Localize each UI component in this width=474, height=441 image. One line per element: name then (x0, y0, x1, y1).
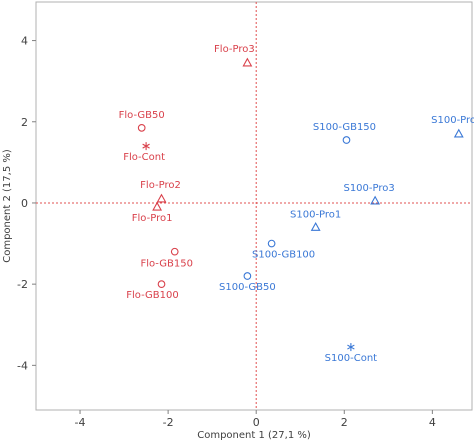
point-flo-gb100 (157, 280, 166, 288)
x-tick-label: 2 (341, 416, 348, 429)
y-tick-label: 4 (21, 35, 28, 48)
x-tick-label: -2 (163, 416, 174, 429)
point-s100-pro2 (453, 128, 464, 138)
y-tick-label: -2 (17, 278, 28, 291)
point-s100-pro1 (310, 221, 321, 231)
axis-ticks: -4 -2 0 2 4 -4 -2 0 2 4 (17, 35, 436, 429)
x-tick-label: -4 (75, 416, 86, 429)
point-flo-pro3 (242, 57, 253, 67)
point-label-flo-pro2: Flo-Pro2 (140, 180, 181, 191)
point-s100-pro3 (370, 195, 381, 205)
point-label-flo-gb50: Flo-GB50 (119, 110, 165, 121)
reference-lines (36, 2, 472, 410)
x-tick-label: 0 (253, 416, 260, 429)
point-label-s100-cont: S100-Cont (325, 353, 377, 364)
point-flo-cont (142, 142, 150, 151)
plot-frame (35, 1, 473, 411)
point-label-flo-gb100: Flo-GB100 (126, 290, 179, 301)
point-flo-pro2 (156, 193, 167, 203)
point-label-s100-gb100: S100-GB100 (252, 250, 315, 261)
point-label-flo-pro3: Flo-Pro3 (214, 44, 255, 55)
point-s100-cont (347, 343, 355, 352)
data-points: Flo-Pro3 Flo-GB50 Flo-Cont Flo-Pro2 Flo-Pro1… (119, 44, 474, 364)
point-label-s100-pro1: S100-Pro1 (290, 209, 341, 220)
point-s100-gb100 (267, 239, 276, 248)
point-label-s100-gb50: S100-GB50 (219, 282, 276, 293)
point-flo-gb150 (170, 247, 179, 256)
x-tick-label: 4 (429, 416, 436, 429)
point-flo-gb50 (137, 124, 146, 132)
point-flo-pro1 (152, 201, 163, 211)
point-s100-gb50 (243, 272, 252, 280)
point-label-s100-pro2: S100-Pro2 (431, 115, 474, 126)
y-axis-title: Component 2 (17,5 %) (2, 149, 13, 263)
point-label-s100-pro3: S100-Pro3 (343, 183, 394, 194)
point-s100-gb150 (342, 136, 351, 144)
point-label-s100-gb150: S100-GB150 (313, 122, 376, 133)
point-label-flo-pro1: Flo-Pro1 (132, 213, 173, 224)
point-label-flo-gb150: Flo-GB150 (140, 259, 193, 270)
y-tick-label: -4 (17, 359, 28, 372)
y-tick-label: 2 (21, 116, 28, 129)
point-label-flo-cont: Flo-Cont (123, 152, 165, 163)
y-tick-label: 0 (21, 197, 28, 210)
x-axis-title: Component 1 (27,1 %) (197, 430, 311, 441)
